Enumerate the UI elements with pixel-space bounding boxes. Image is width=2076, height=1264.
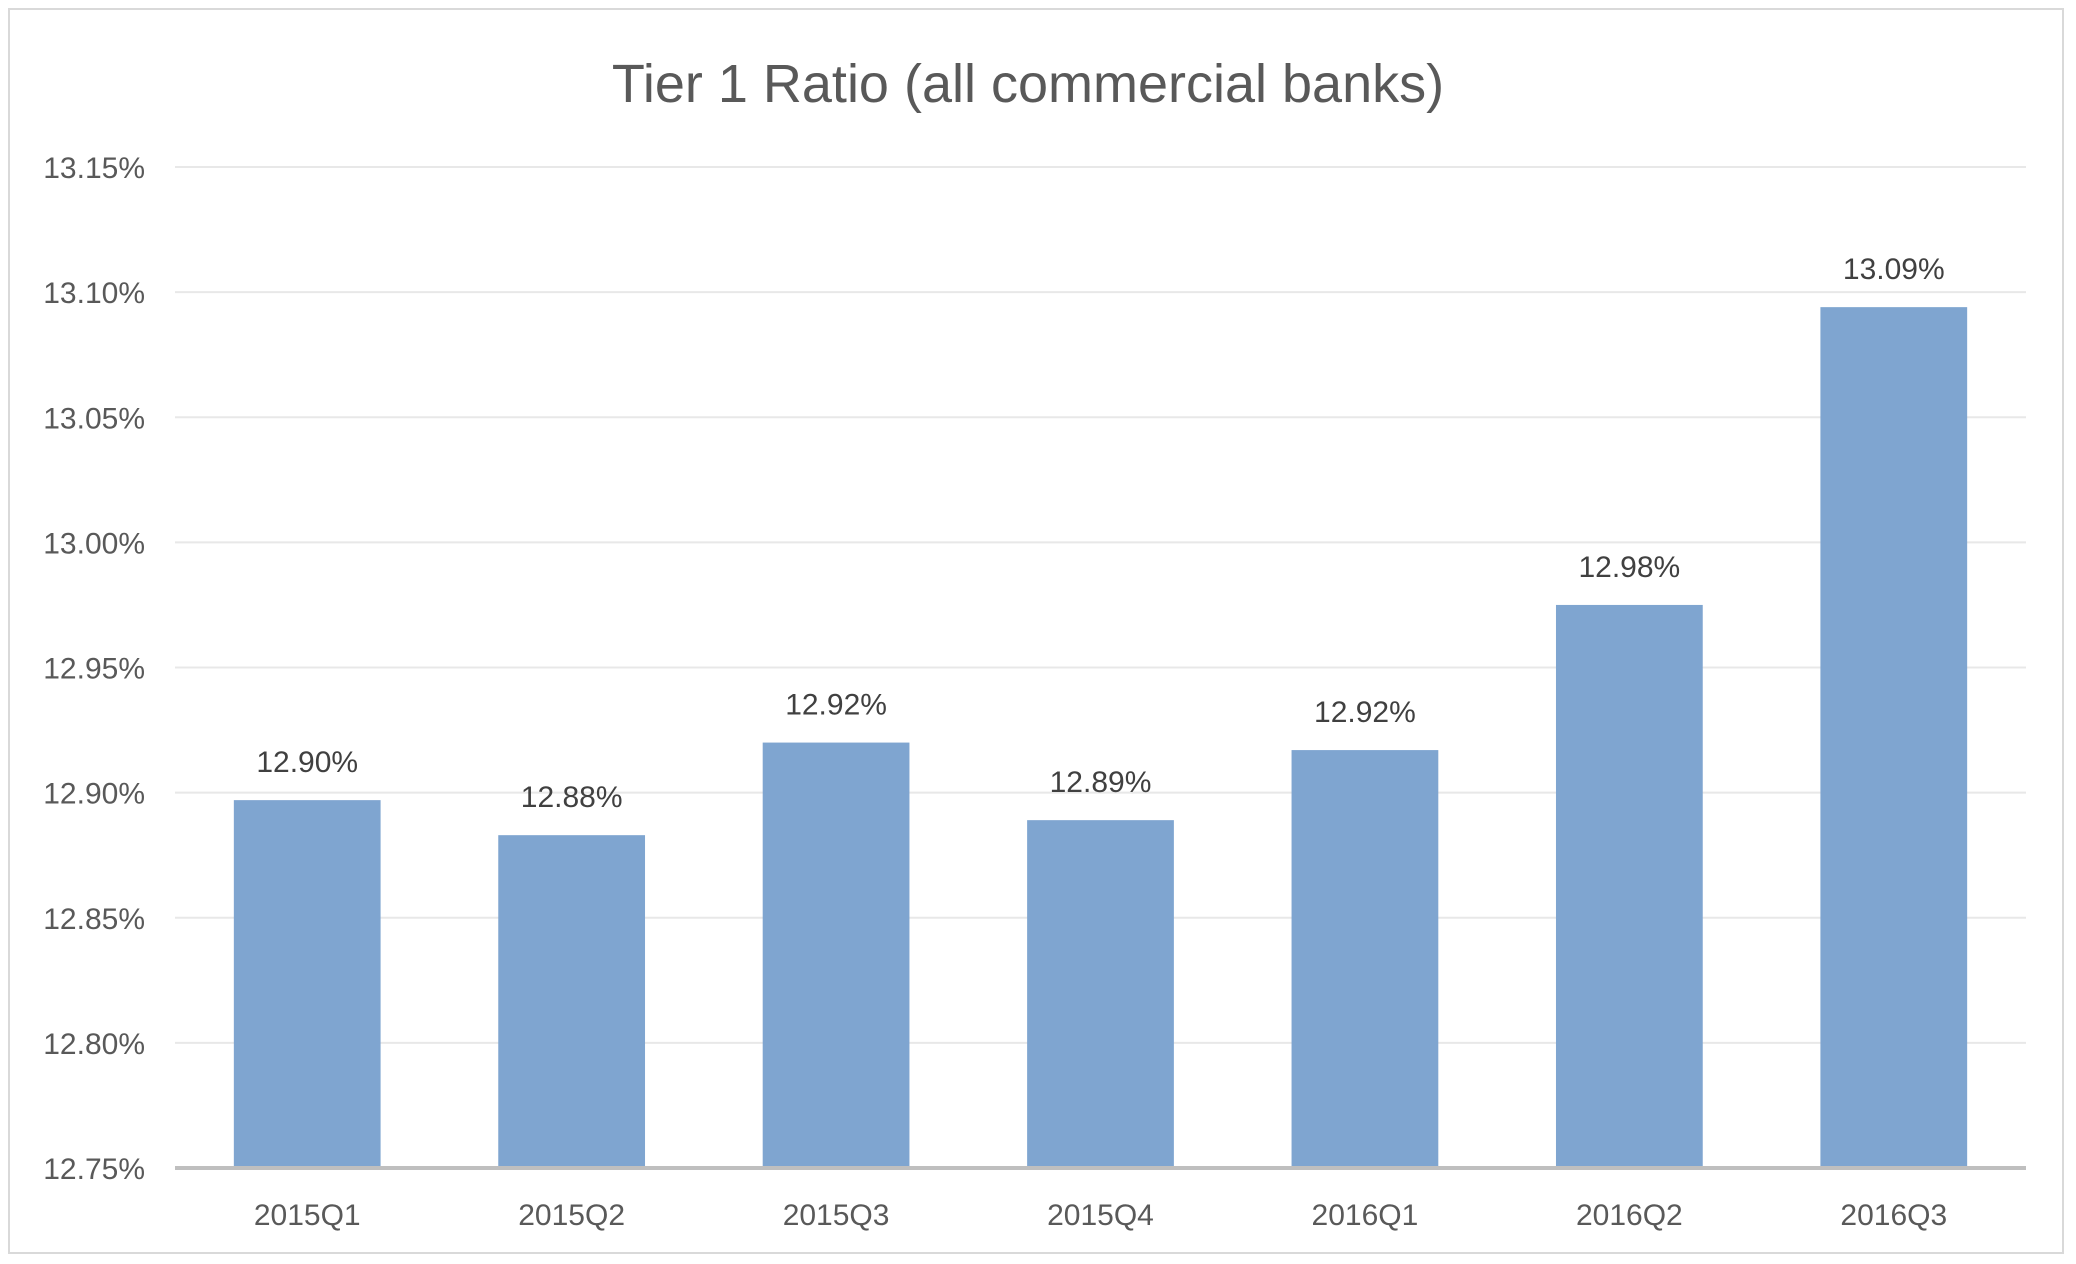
x-tick-label-2015Q4: 2015Q4	[1047, 1199, 1154, 1232]
y-tick-label: 13.15%	[43, 152, 145, 185]
x-tick-label-2016Q3: 2016Q3	[1840, 1199, 1947, 1232]
y-tick-label: 12.95%	[43, 653, 145, 686]
data-label-2016Q1: 12.92%	[1314, 696, 1416, 729]
data-label-2015Q1: 12.90%	[256, 746, 358, 779]
bar-chart: Tier 1 Ratio (all commercial banks) 12.7…	[43, 54, 2026, 1232]
x-tick-label-2016Q2: 2016Q2	[1576, 1199, 1683, 1232]
y-tick-label: 12.80%	[43, 1028, 145, 1061]
x-tick-label-2015Q3: 2015Q3	[783, 1199, 890, 1232]
y-axis-tick-labels: 12.75% 12.80% 12.85% 12.90% 12.95% 13.00% 13.0…	[43, 152, 145, 1186]
x-tick-label-2015Q2: 2015Q2	[518, 1199, 625, 1232]
chart-title: Tier 1 Ratio (all commercial banks)	[612, 54, 1444, 114]
bar-2015Q3	[762, 742, 910, 1168]
data-label-2015Q3: 12.92%	[785, 689, 887, 722]
y-tick-label: 13.00%	[43, 527, 145, 560]
bar-2016Q2	[1555, 604, 1703, 1168]
bar-2016Q1	[1291, 750, 1439, 1168]
y-tick-label: 12.85%	[43, 903, 145, 936]
y-tick-label: 12.90%	[43, 778, 145, 811]
x-tick-label-2015Q1: 2015Q1	[254, 1199, 361, 1232]
bar-2015Q1	[233, 800, 381, 1168]
data-label-2016Q3: 13.09%	[1843, 253, 1945, 286]
chart-frame: Tier 1 Ratio (all commercial banks) 12.7…	[8, 8, 2064, 1254]
bar-2015Q4	[1027, 820, 1174, 1168]
x-tick-label-2016Q1: 2016Q1	[1312, 1199, 1419, 1232]
gridlines	[175, 166, 2026, 1044]
bar-2016Q3	[1820, 307, 1968, 1168]
data-label-2015Q2: 12.88%	[521, 781, 623, 814]
bars	[233, 307, 1968, 1168]
data-label-2016Q2: 12.98%	[1578, 551, 1680, 584]
y-tick-label: 13.10%	[43, 277, 145, 310]
bar-2015Q2	[498, 835, 646, 1168]
y-tick-label: 12.75%	[43, 1153, 145, 1186]
x-axis-tick-labels: 2015Q1 2015Q2 2015Q3 2015Q4 2016Q1 2016Q2 2016…	[254, 1199, 1947, 1232]
data-label-2015Q4: 12.89%	[1050, 766, 1152, 799]
y-tick-label: 13.05%	[43, 402, 145, 435]
data-labels: 12.90% 12.88% 12.92% 12.89% 12.92% 12.98% 13.0…	[256, 253, 1944, 814]
